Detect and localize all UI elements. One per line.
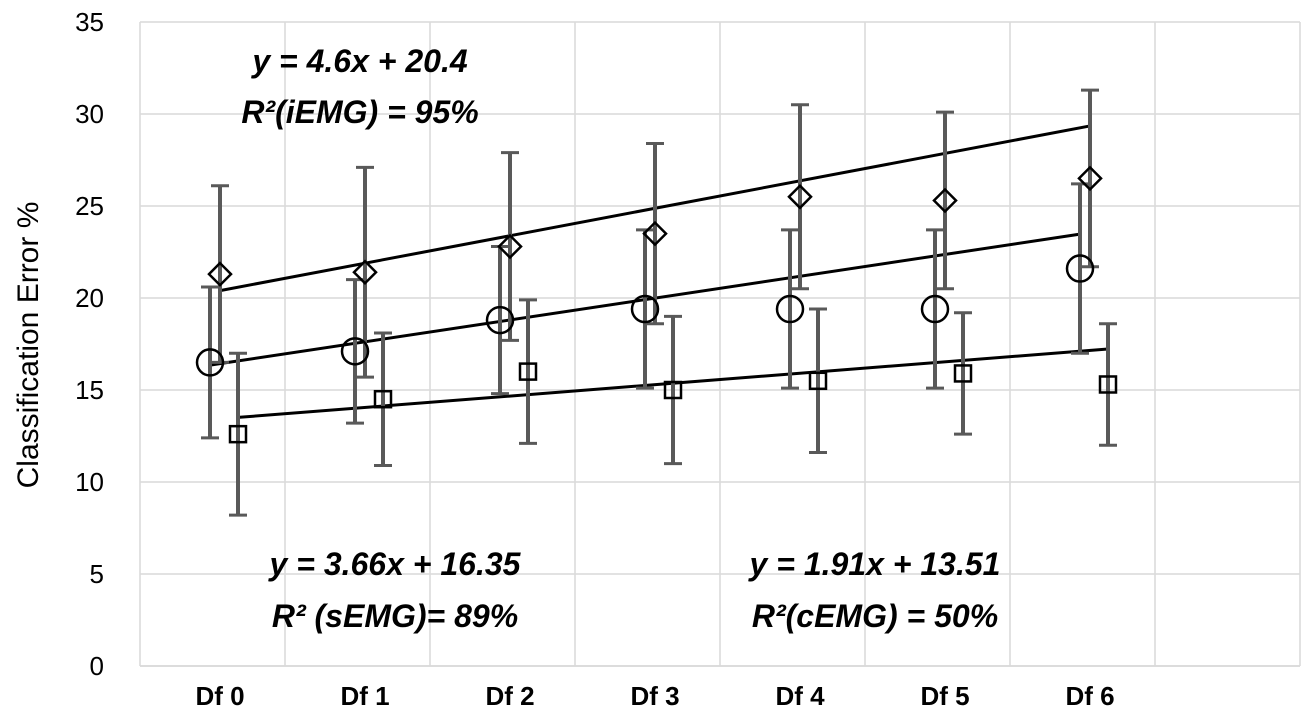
y-tick-label: 20: [75, 283, 104, 313]
x-tick-labels: Df 0 Df 1 Df 2 Df 3 Df 4 Df 5 Df 6: [195, 681, 1114, 711]
r2-semg: R² (sEMG)= 89%: [272, 598, 518, 634]
y-tick-label: 5: [90, 559, 104, 589]
error-bar: [926, 228, 944, 390]
equation-iemg: y = 4.6x + 20.4: [250, 43, 468, 79]
diamond-marker: [497, 233, 523, 260]
y-tick-label: 15: [75, 375, 104, 405]
error-bar: [1071, 182, 1089, 355]
equation-annotation-semg: y = 3.66x + 16.35 R² (sEMG)= 89%: [268, 546, 522, 634]
square-marker: [373, 389, 393, 409]
error-bar: [356, 165, 374, 379]
data-markers: [195, 165, 1118, 444]
square-marker: [228, 424, 248, 444]
y-tick-label: 25: [75, 191, 104, 221]
r2-cemg: R²(cEMG) = 50%: [752, 598, 998, 634]
circle-marker: [775, 294, 805, 324]
y-axis-label: Classification Error %: [12, 202, 45, 489]
trend-lines: [209, 124, 1109, 419]
error-bar: [211, 184, 229, 364]
square-marker: [1098, 375, 1118, 394]
circle-marker: [195, 348, 225, 377]
y-tick-label: 35: [75, 7, 104, 37]
error-bars: [201, 88, 1117, 517]
diamond-marker: [207, 261, 233, 287]
error-bar: [809, 307, 827, 455]
circle-marker: [1065, 254, 1095, 283]
circle-marker: [920, 294, 950, 324]
equation-annotation-iemg: y = 4.6x + 20.4 R²(iEMG) = 95%: [241, 43, 478, 130]
error-bar: [519, 298, 537, 445]
diamond-marker: [642, 220, 668, 247]
diamond-marker: [1077, 165, 1103, 192]
x-tick-label: Df 5: [920, 681, 969, 711]
diamond-marker: [787, 184, 813, 210]
square-marker: [518, 362, 538, 381]
error-bar: [501, 151, 519, 342]
error-bar: [791, 103, 809, 291]
error-bar: [1081, 88, 1099, 269]
x-tick-label: Df 0: [195, 681, 244, 711]
square-marker: [953, 364, 973, 383]
equation-semg: y = 3.66x + 16.35: [268, 546, 522, 582]
y-tick-label: 0: [90, 651, 104, 681]
y-tick-labels: 0 5 10 15 20 25 30 35: [75, 7, 104, 681]
circle-marker: [630, 294, 660, 324]
diamond-marker: [932, 187, 958, 214]
circle-marker: [485, 305, 515, 335]
square-marker: [663, 380, 683, 400]
error-bar: [936, 110, 954, 291]
x-tick-label: Df 4: [775, 681, 825, 711]
r2-iemg: R²(iEMG) = 95%: [241, 94, 478, 130]
x-tick-label: Df 3: [630, 681, 679, 711]
error-bar: [954, 311, 972, 436]
x-tick-label: Df 6: [1065, 681, 1114, 711]
error-bar: [346, 278, 364, 425]
x-tick-label: Df 2: [485, 681, 534, 711]
y-tick-label: 10: [75, 467, 104, 497]
error-bar: [229, 351, 247, 517]
equation-cemg: y = 1.91x + 13.51: [748, 546, 1001, 582]
equation-annotation-cemg: y = 1.91x + 13.51 R²(cEMG) = 50%: [748, 546, 1001, 634]
y-tick-label: 30: [75, 99, 104, 129]
error-bar: [664, 314, 682, 466]
square-marker: [808, 371, 828, 391]
error-bar: [201, 285, 219, 440]
gridlines: [139, 21, 1301, 667]
error-bar: [636, 228, 654, 390]
x-tick-label: Df 1: [340, 681, 389, 711]
diamond-marker: [352, 259, 378, 286]
circle-marker: [340, 337, 370, 366]
error-bar: [1099, 322, 1117, 447]
error-bar: [646, 141, 664, 326]
error-bar: [781, 228, 799, 390]
error-bar: [374, 331, 392, 467]
